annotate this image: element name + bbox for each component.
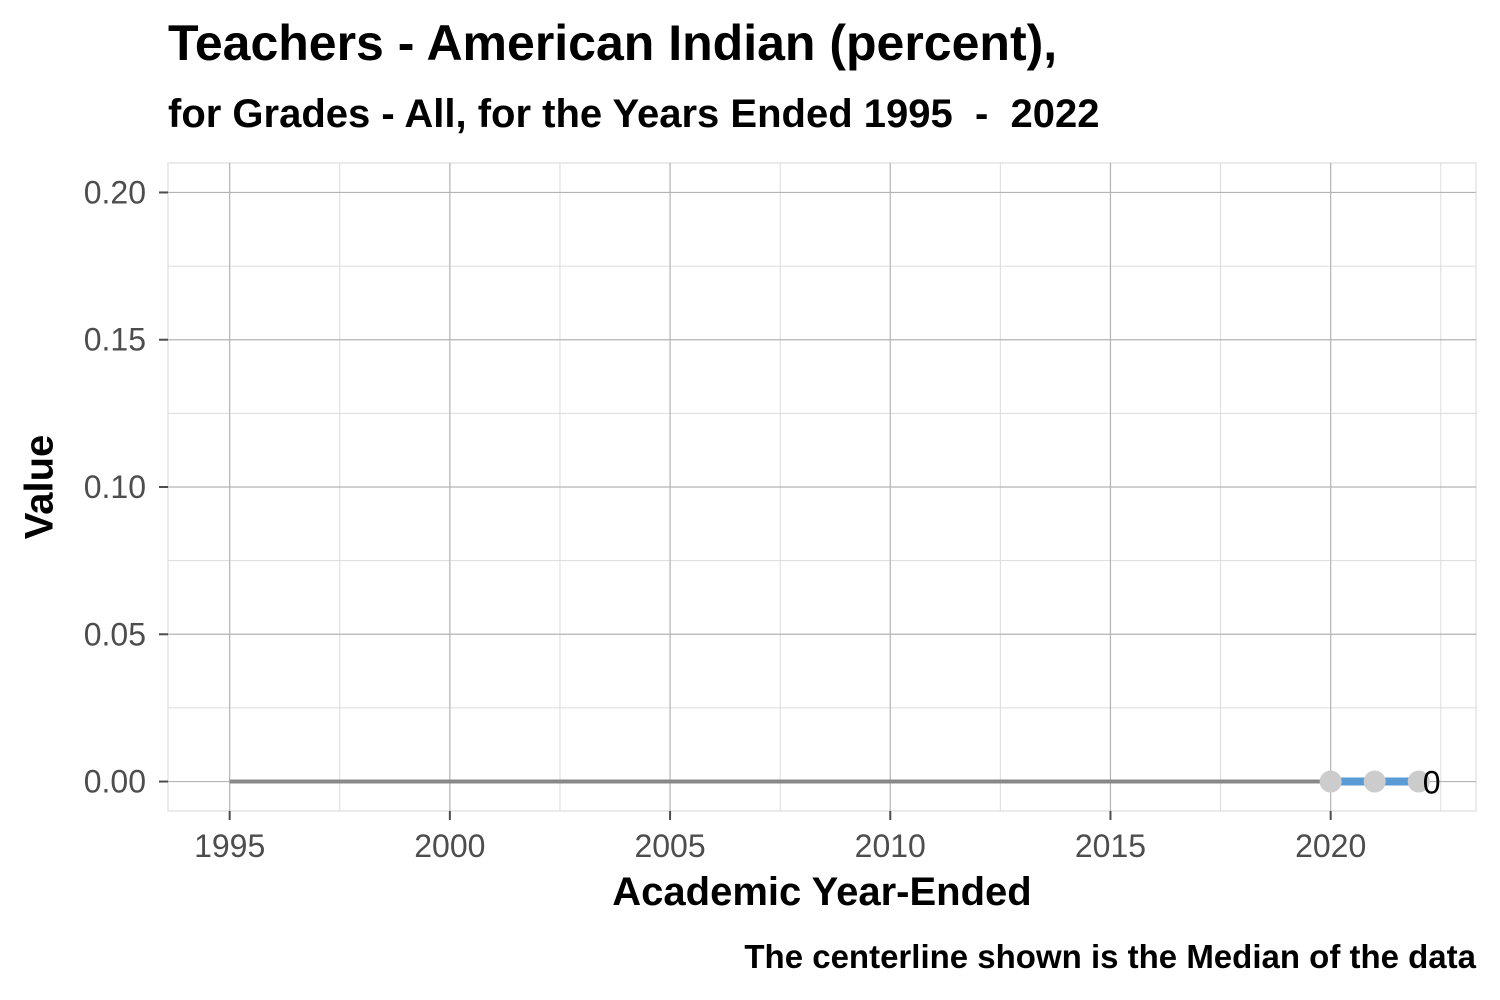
x-tick-label: 2010 (855, 828, 926, 864)
x-tick-label: 2005 (634, 828, 705, 864)
y-tick-label: 0.05 (84, 616, 146, 652)
chart-title: Teachers - American Indian (percent), (168, 15, 1058, 71)
axis-ticks: 1995 2000 2005 2010 2015 2020 0.00 0.05 0.10 0.15… (84, 174, 1367, 864)
y-axis-label: Value (17, 434, 62, 540)
point-value-label: 0 (1423, 765, 1441, 801)
x-tick-label: 2015 (1075, 828, 1146, 864)
x-tick-label: 2000 (414, 828, 485, 864)
x-axis-label: Academic Year-Ended (612, 870, 1032, 914)
grid-lines (167, 162, 1477, 812)
y-tick-label: 0.15 (84, 322, 146, 358)
chart-caption: The centerline shown is the Median of th… (744, 938, 1476, 975)
y-tick-label: 0.00 (84, 764, 146, 800)
y-tick-label: 0.10 (84, 469, 146, 505)
y-tick-label: 0.20 (84, 174, 146, 210)
data-series: 0 (229, 765, 1441, 801)
x-tick-label: 1995 (194, 828, 265, 864)
data-point (1363, 770, 1386, 793)
data-point (1407, 770, 1430, 793)
data-point (1319, 770, 1342, 793)
chart-subtitle: for Grades - All, for the Years Ended 19… (168, 92, 1100, 136)
x-tick-label: 2020 (1295, 828, 1366, 864)
